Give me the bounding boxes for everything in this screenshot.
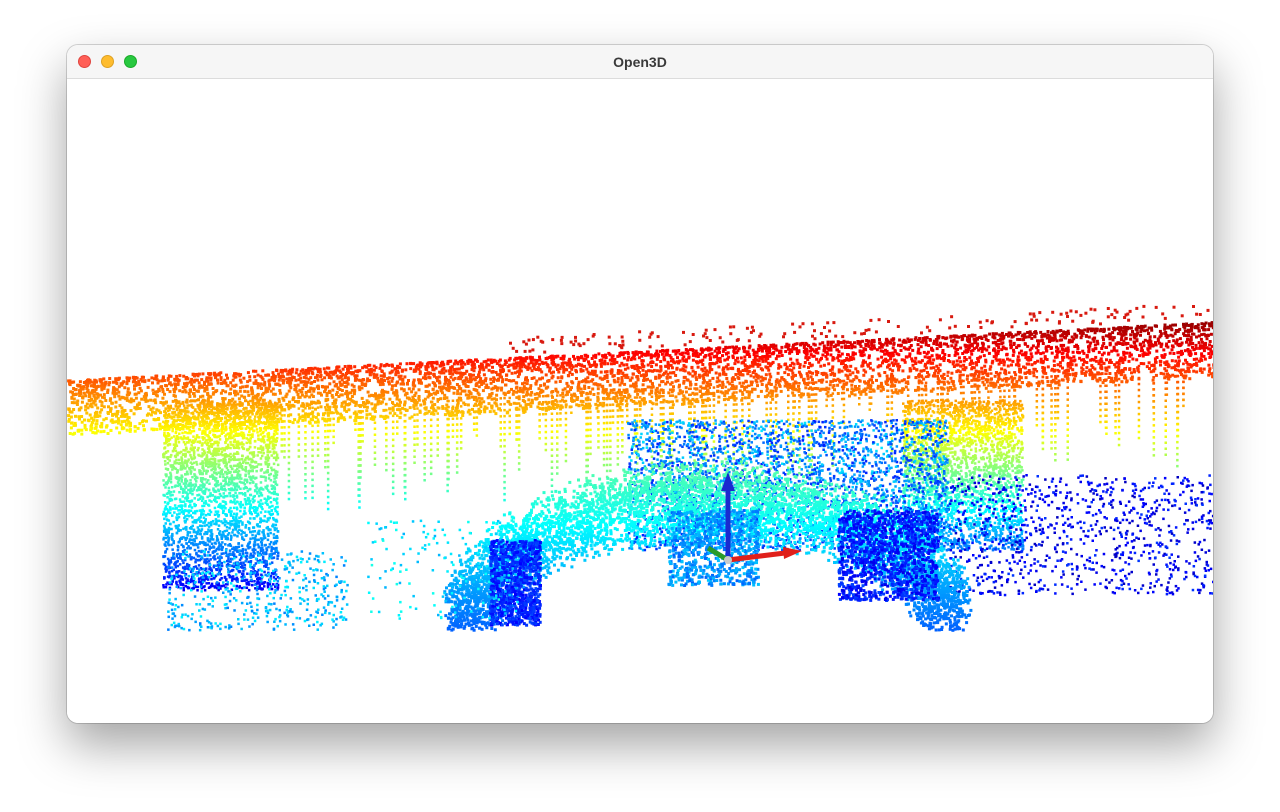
window-title: Open3D: [67, 45, 1213, 79]
point-cloud-canvas[interactable]: [67, 79, 1213, 723]
3d-viewport[interactable]: [67, 79, 1213, 723]
open3d-window: Open3D: [67, 45, 1213, 723]
title-bar[interactable]: Open3D: [67, 45, 1213, 79]
point-cloud: [67, 305, 1213, 632]
origin-sphere: [724, 556, 732, 564]
x-axis: [728, 553, 785, 560]
